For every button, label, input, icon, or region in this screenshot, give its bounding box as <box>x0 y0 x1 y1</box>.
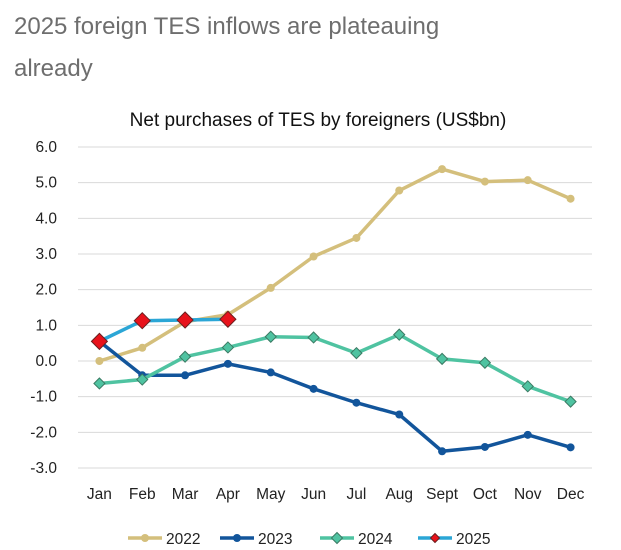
x-tick-label: Nov <box>514 486 542 503</box>
data-point-2025 <box>176 311 194 329</box>
x-tick-label: Feb <box>129 486 156 503</box>
data-point-2024 <box>521 380 534 393</box>
data-point-2022 <box>95 357 104 365</box>
data-point-2022 <box>480 177 489 186</box>
data-point-2023 <box>352 398 361 407</box>
y-tick-label: -2.0 <box>30 424 57 441</box>
data-point-2022 <box>566 194 575 203</box>
series-2023 <box>95 337 575 456</box>
y-tick-label: 2.0 <box>35 282 57 299</box>
data-point-2022 <box>266 283 275 292</box>
series-2025 <box>90 310 237 351</box>
series-line-2025 <box>98 317 228 343</box>
data-point-2022 <box>523 176 532 185</box>
data-point-2024 <box>330 531 344 545</box>
data-point-2023 <box>266 368 275 377</box>
chart-title: Net purchases of TES by foreigners (US$b… <box>130 110 507 131</box>
x-tick-label: Jul <box>347 486 367 503</box>
x-tick-label: Jan <box>87 486 112 503</box>
x-tick-label: May <box>256 486 286 503</box>
data-point-2025 <box>429 532 441 544</box>
legend-item-2025: 2025 <box>418 531 490 548</box>
headline-line-2: already <box>14 55 93 82</box>
data-point-2023 <box>480 442 489 451</box>
data-point-2022 <box>138 343 147 352</box>
data-point-2024 <box>93 377 106 390</box>
x-axis-ticks: Jan Feb Mar Apr May Jun Jul Aug Sept Oct Nov Dec <box>87 486 585 503</box>
legend-label-2025: 2025 <box>456 531 490 548</box>
legend-label-2023: 2023 <box>258 531 292 548</box>
legend-label-2022: 2022 <box>166 531 200 548</box>
x-tick-label: Dec <box>557 486 585 503</box>
series-line-2024 <box>99 332 572 404</box>
x-tick-label: Apr <box>216 486 240 503</box>
headline: 2025 foreign TES inflows are plateauing … <box>14 6 610 90</box>
legend-item-2023: 2023 <box>220 531 292 548</box>
y-tick-label: 5.0 <box>35 175 57 192</box>
x-tick-label: Jun <box>301 486 326 503</box>
legend: 2022 2023 2024 2025 <box>128 531 490 548</box>
y-tick-label: -3.0 <box>30 460 57 477</box>
data-point-2022 <box>395 186 404 195</box>
y-tick-label: 6.0 <box>35 139 57 156</box>
y-tick-label: 1.0 <box>35 317 57 334</box>
data-point-2024 <box>221 341 235 354</box>
data-point-2025 <box>90 332 109 351</box>
x-tick-label: Oct <box>473 486 498 503</box>
data-point-2024 <box>264 330 277 343</box>
x-tick-label: Aug <box>385 486 413 503</box>
data-point-2024 <box>393 328 406 341</box>
legend-label-2024: 2024 <box>358 531 393 548</box>
series-2024 <box>93 328 577 408</box>
data-point-2023 <box>181 371 190 380</box>
data-point-2024 <box>350 346 363 360</box>
y-tick-label: -1.0 <box>30 389 57 406</box>
series-group <box>90 165 577 456</box>
data-point-2024 <box>136 373 149 386</box>
data-point-2023 <box>233 534 241 542</box>
data-point-2022 <box>352 233 361 242</box>
legend-item-2022: 2022 <box>128 531 200 548</box>
y-tick-label: 0.0 <box>35 353 57 370</box>
series-line-2022 <box>98 167 572 363</box>
data-point-2024 <box>564 395 577 408</box>
x-tick-label: Sept <box>426 486 459 503</box>
y-tick-label: 4.0 <box>35 210 57 227</box>
y-axis-ticks: 6.0 5.0 4.0 3.0 2.0 1.0 0.0 -1.0 -2.0 -3.0 <box>30 139 57 477</box>
data-point-2022 <box>141 534 149 542</box>
y-tick-label: 3.0 <box>35 246 57 263</box>
data-point-2022 <box>438 165 447 174</box>
x-tick-label: Mar <box>172 486 199 503</box>
data-point-2022 <box>309 252 318 261</box>
data-point-2023 <box>523 430 532 439</box>
data-point-2023 <box>223 359 232 368</box>
data-point-2023 <box>438 447 447 456</box>
data-point-2023 <box>395 410 404 419</box>
gridlines <box>78 146 592 469</box>
data-point-2023 <box>309 384 318 393</box>
data-point-2024 <box>435 352 449 366</box>
data-point-2023 <box>566 443 575 452</box>
data-point-2024 <box>178 350 192 363</box>
headline-line-1: 2025 foreign TES inflows are plateauing <box>14 13 440 40</box>
data-point-2025 <box>133 311 151 330</box>
legend-item-2024: 2024 <box>320 531 393 548</box>
series-line-2023 <box>98 340 572 453</box>
series-2022 <box>95 165 575 365</box>
data-point-2024 <box>307 331 320 344</box>
data-point-2024 <box>478 356 492 369</box>
data-point-2025 <box>219 310 237 328</box>
